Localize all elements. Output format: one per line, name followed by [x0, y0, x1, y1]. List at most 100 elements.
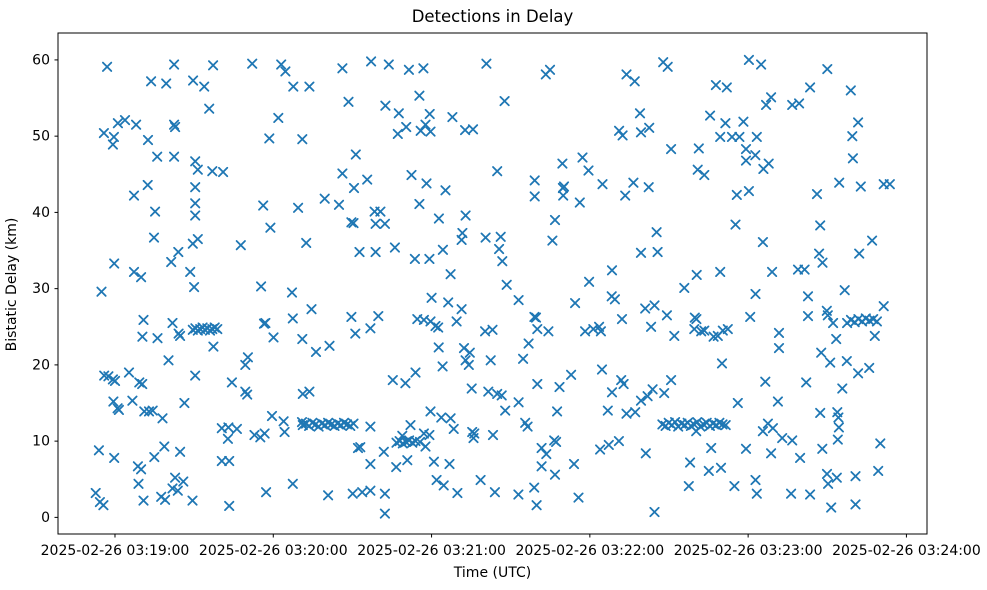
scatter-point	[628, 177, 639, 188]
scatter-point	[787, 435, 798, 446]
scatter-point	[878, 301, 889, 312]
axes-layer: 2025-02-26 03:19:00 2025-02-26 03:20:00 20…	[32, 32, 981, 559]
scatter-point	[405, 420, 416, 431]
scatter-point	[703, 465, 714, 476]
scatter-point	[175, 330, 186, 341]
scatter-point	[699, 325, 710, 336]
x-tick-label: 2025-02-26 03:24:00	[832, 543, 981, 559]
scatter-point	[301, 237, 312, 248]
scatter-point	[414, 90, 425, 101]
scatter-point	[801, 377, 812, 388]
scatter-point	[609, 294, 621, 305]
scatter-point	[750, 288, 761, 300]
scatter-point	[875, 438, 886, 449]
scatter-point	[354, 246, 365, 258]
scatter-point	[188, 75, 199, 86]
scatter-point	[190, 210, 201, 221]
scatter-point	[765, 448, 777, 459]
scatter-point	[852, 117, 864, 128]
scatter-point	[822, 478, 834, 489]
scatter-point	[530, 312, 542, 323]
scatter-point	[772, 396, 784, 407]
scatter-point	[428, 456, 439, 467]
scatter-point	[137, 378, 148, 390]
scatter-point	[529, 191, 540, 202]
scatter-point	[169, 119, 180, 130]
scatter-point	[242, 352, 253, 363]
scatter-point	[420, 119, 431, 130]
scatter-point	[551, 406, 563, 417]
scatter-point	[185, 266, 196, 277]
scatter-point	[96, 286, 107, 297]
scatter-point	[109, 258, 120, 269]
scatter-point	[460, 210, 471, 221]
scatter-point	[266, 410, 278, 422]
scatter-point	[522, 421, 533, 432]
scatter-point	[337, 168, 348, 179]
scatter-point	[485, 355, 496, 366]
scatter-point	[179, 397, 190, 409]
scatter-point	[777, 433, 788, 444]
scatter-point	[273, 112, 284, 124]
scatter-point	[696, 326, 707, 337]
scatter-point	[755, 59, 767, 70]
scatter-point	[393, 108, 404, 119]
scatter-point	[347, 488, 358, 499]
scatter-point	[190, 370, 201, 381]
scatter-point	[107, 139, 119, 150]
scatter-point	[855, 181, 866, 192]
scatter-point	[240, 359, 251, 370]
scatter-point	[264, 133, 275, 144]
scatter-point	[425, 406, 436, 417]
scatter-point	[841, 356, 852, 367]
scatter-point	[438, 480, 449, 491]
scatter-point	[765, 92, 777, 103]
scatter-point	[142, 179, 153, 191]
x-tick-label: 2025-02-26 03:22:00	[515, 543, 664, 559]
scatter-point	[410, 436, 421, 447]
scatter-point	[815, 220, 826, 231]
scatter-point	[146, 76, 157, 87]
scatter-point	[679, 282, 690, 293]
scatter-point	[665, 375, 677, 386]
scatter-point	[715, 266, 726, 277]
scatter-point	[847, 153, 859, 164]
scatter-point	[501, 279, 512, 290]
scatter-point	[406, 169, 417, 181]
plot-border	[57, 32, 928, 535]
scatter-point	[456, 234, 467, 245]
scatter-point	[138, 495, 149, 506]
scatter-point	[757, 237, 769, 248]
y-tick-label: 10	[32, 434, 50, 450]
scatter-point	[418, 428, 429, 439]
x-tick-label: 2025-02-26 03:21:00	[357, 543, 506, 559]
scatter-point	[98, 500, 109, 511]
scatter-point	[190, 198, 201, 209]
y-tick-label: 30	[32, 281, 50, 297]
scatter-point	[418, 63, 429, 74]
scatter-point	[247, 58, 258, 69]
scatter-point	[323, 490, 334, 501]
scatter-point	[410, 367, 421, 378]
scatter-point	[103, 371, 114, 382]
scatter-point	[131, 119, 142, 130]
scatter-point	[261, 487, 272, 498]
scatter-point	[550, 436, 562, 447]
scatter-point	[866, 235, 878, 246]
scatter-point	[847, 131, 858, 142]
scatter-point	[500, 405, 511, 416]
scatter-point	[259, 428, 270, 439]
scatter-point	[740, 155, 752, 166]
scatter-point	[433, 213, 444, 224]
scatter-point	[187, 495, 198, 506]
scatter-point	[640, 303, 651, 314]
scatter-point	[389, 242, 400, 253]
scatter-point	[717, 419, 728, 430]
scatter-point	[437, 361, 448, 372]
scatter-point	[869, 330, 880, 341]
scatter-point	[773, 343, 785, 354]
scatter-point	[400, 378, 411, 389]
scatter-point	[669, 330, 680, 341]
scatter-point	[293, 202, 304, 213]
scatter-point	[817, 257, 828, 268]
